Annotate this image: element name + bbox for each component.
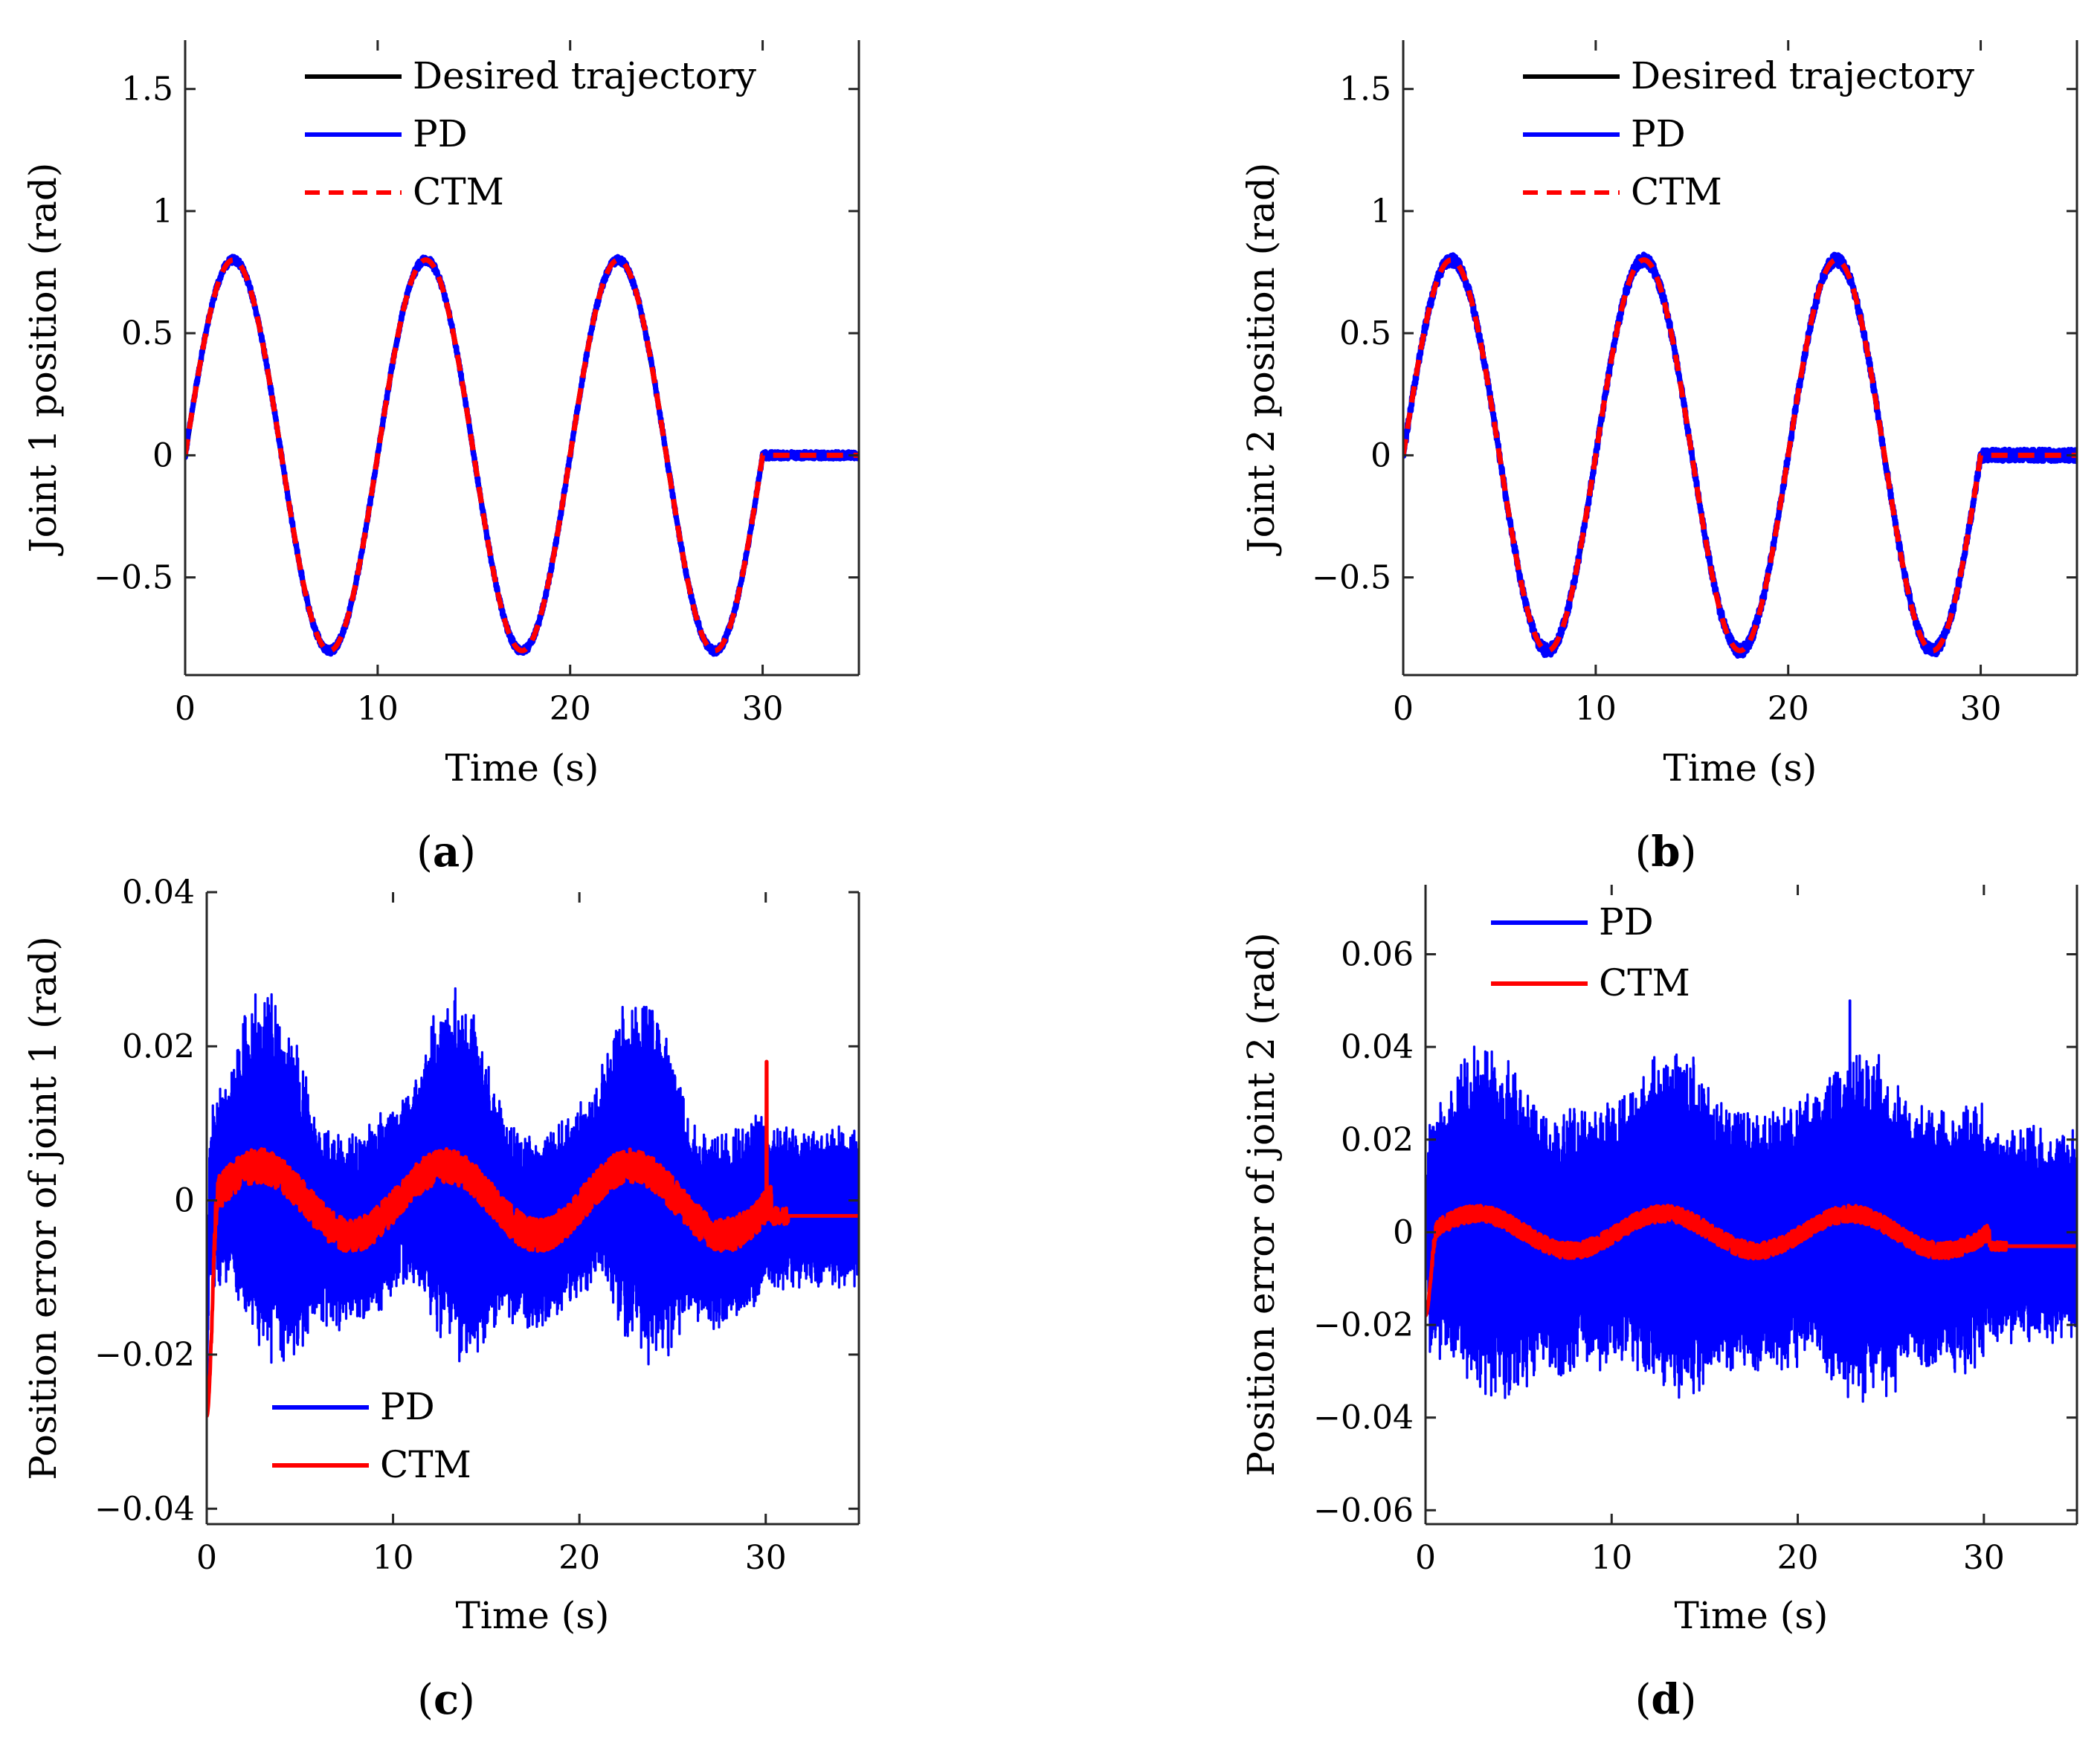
axes-b [1402, 40, 2078, 677]
plot-area-d [1426, 999, 2077, 1403]
x-tick-label-d-1: 10 [1591, 1539, 1632, 1577]
panel-letter-a: a [433, 827, 460, 877]
x-axis-label-d: Time (s) [1675, 1594, 1829, 1637]
panel-letter-c: c [434, 1675, 459, 1724]
ticks-c: 0 10 20 30 −0.04 −0.02 0 0.02 0.04 [94, 874, 859, 1577]
legend-label-b-2: CTM [1631, 170, 1722, 213]
y-tick-label-c-2: 0 [174, 1182, 195, 1220]
y-tick-label-a-0: −0.5 [94, 559, 173, 597]
x-tick-label-a-0: 0 [175, 690, 196, 728]
x-axis-label-c: Time (s) [456, 1594, 610, 1637]
legend-b: Desired trajectory PD CTM [1523, 54, 1975, 213]
plot-area-a [185, 254, 859, 657]
panel-letter-b: b [1651, 827, 1680, 877]
legend-label-d-0: PD [1599, 900, 1654, 943]
y-tick-label-d-5: 0.04 [1341, 1028, 1414, 1066]
x-tick-label-c-2: 20 [558, 1539, 600, 1577]
ticks-a: 0 10 20 30 −0.5 0 0.5 1 1.5 [94, 40, 859, 728]
y-tick-label-d-2: −0.02 [1313, 1306, 1414, 1344]
legend-a: Desired trajectory PD CTM [305, 54, 757, 213]
x-tick-label-b-2: 20 [1768, 690, 1809, 728]
y-tick-label-b-0: −0.5 [1312, 559, 1391, 597]
chart-panel-d: 0 10 20 30 −0.06 −0.04 −0.02 0 0.02 0.04 0.06 Time… [1240, 885, 2078, 1724]
legend-c: PD CTM [272, 1385, 471, 1486]
y-tick-label-b-1: 0 [1371, 436, 1391, 474]
y-tick-label-a-2: 0.5 [121, 314, 173, 352]
y-tick-label-d-6: 0.06 [1341, 935, 1414, 973]
y-axis-label-c: Position error of joint 1 (rad) [22, 936, 65, 1480]
ticks-b: 0 10 20 30 −0.5 0 0.5 1 1.5 [1312, 40, 2077, 728]
y-axis-label-d: Position error of joint 2 (rad) [1240, 932, 1283, 1477]
legend-label-a-1: PD [413, 112, 468, 155]
plot-area-c [207, 987, 859, 1419]
panel-label-a: (a) [416, 827, 476, 877]
y-tick-label-c-1: −0.02 [94, 1336, 195, 1374]
x-tick-label-a-1: 10 [357, 690, 399, 728]
y-tick-label-b-2: 0.5 [1339, 314, 1391, 352]
x-tick-label-b-0: 0 [1393, 690, 1414, 728]
legend-label-c-1: CTM [380, 1443, 471, 1486]
x-tick-label-b-3: 30 [1960, 690, 2002, 728]
series-line-d-ctm [1426, 1203, 2077, 1317]
y-tick-label-c-3: 0.02 [122, 1027, 195, 1065]
plot-area-b [1403, 251, 2077, 659]
x-axis-label-a: Time (s) [445, 746, 599, 790]
x-tick-label-d-3: 30 [1963, 1539, 2005, 1577]
panel-label-d: (d) [1635, 1675, 1697, 1724]
legend-label-c-0: PD [380, 1385, 435, 1428]
series-line-c-ctm [207, 1059, 859, 1419]
legend-label-a-0: Desired trajectory [413, 54, 757, 97]
legend-label-b-0: Desired trajectory [1631, 54, 1975, 97]
axes-a [184, 40, 860, 677]
x-tick-label-a-2: 20 [550, 690, 591, 728]
series-line-b-ctm [1403, 257, 2077, 654]
legend-d: PD CTM [1491, 900, 1690, 1004]
legend-label-d-1: CTM [1599, 961, 1690, 1004]
ticks-d: 0 10 20 30 −0.06 −0.04 −0.02 0 0.02 0.04 0.06 [1313, 885, 2077, 1577]
y-tick-label-b-3: 1 [1371, 193, 1391, 230]
x-tick-label-d-0: 0 [1415, 1539, 1436, 1577]
chart-panel-c: 0 10 20 30 −0.04 −0.02 0 0.02 0.04 Time (s) Posi… [22, 874, 860, 1724]
legend-label-b-1: PD [1631, 112, 1686, 155]
y-tick-label-c-0: −0.04 [94, 1490, 195, 1528]
y-tick-label-d-0: −0.06 [1313, 1491, 1414, 1529]
x-tick-label-c-3: 30 [745, 1539, 787, 1577]
x-tick-label-a-3: 30 [742, 690, 784, 728]
x-axis-label-b: Time (s) [1663, 746, 1817, 790]
y-tick-label-a-1: 0 [152, 436, 173, 474]
panel-letter-d: d [1651, 1675, 1680, 1724]
x-tick-label-c-0: 0 [196, 1539, 217, 1577]
y-tick-label-d-4: 0.02 [1341, 1121, 1414, 1159]
x-tick-label-b-1: 10 [1575, 690, 1617, 728]
panel-label-b: (b) [1635, 827, 1697, 877]
y-tick-label-a-4: 1.5 [121, 71, 173, 109]
x-tick-label-d-2: 20 [1777, 1539, 1819, 1577]
y-tick-label-d-3: 0 [1393, 1213, 1414, 1251]
y-tick-label-a-3: 1 [152, 193, 173, 230]
series-line-b-pd [1403, 251, 2077, 659]
chart-panel-a: 0 10 20 30 −0.5 0 0.5 1 1.5 Time (s) Joint 1 pos… [22, 40, 860, 877]
x-tick-label-c-1: 10 [373, 1539, 414, 1577]
y-tick-label-c-4: 0.04 [122, 874, 195, 912]
y-tick-label-d-1: −0.04 [1313, 1399, 1414, 1437]
y-axis-label-b: Joint 2 position (rad) [1240, 163, 1283, 557]
panel-label-c: (c) [417, 1675, 475, 1724]
legend-label-a-2: CTM [413, 170, 504, 213]
series-line-a-ctm [185, 257, 859, 654]
y-tick-label-b-4: 1.5 [1339, 71, 1391, 109]
series-line-c-pd [207, 987, 859, 1409]
axes-c [205, 892, 860, 1526]
chart-panel-b: 0 10 20 30 −0.5 0 0.5 1 1.5 Time (s) Joint 2 pos… [1240, 40, 2078, 877]
y-axis-label-a: Joint 1 position (rad) [22, 163, 65, 557]
